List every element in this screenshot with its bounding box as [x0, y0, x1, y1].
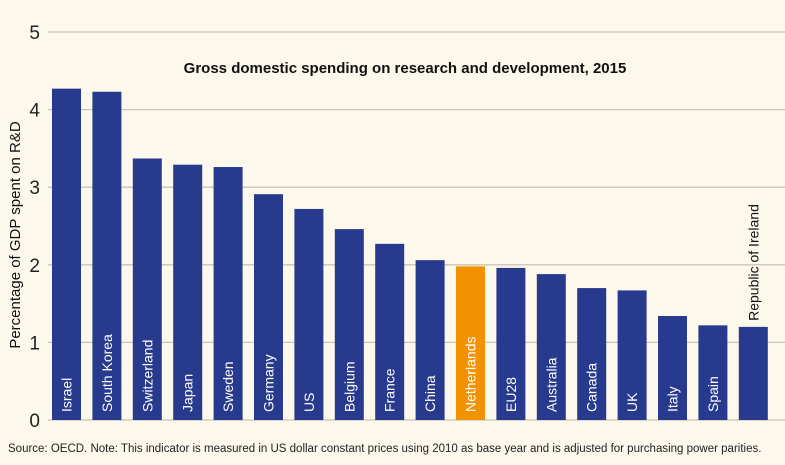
bar [294, 208, 324, 420]
bar-label: Switzerland [139, 340, 155, 412]
bar-label: UK [624, 392, 640, 412]
bar-label: Japan [180, 374, 196, 412]
bar-label: Belgium [341, 361, 357, 412]
y-tick-label: 4 [29, 101, 40, 122]
bar [536, 274, 566, 420]
bar-label: Spain [705, 376, 721, 412]
y-tick-label: 1 [29, 333, 40, 354]
bar [577, 288, 607, 420]
bar-label: Republic of Ireland [745, 204, 761, 321]
bar [456, 266, 485, 420]
bar [698, 325, 728, 420]
y-tick-label: 5 [29, 23, 40, 44]
bar-label: Australia [543, 357, 559, 412]
bar [132, 158, 162, 420]
chart-title: Gross domestic spending on research and … [184, 60, 627, 77]
bar [738, 326, 768, 420]
y-axis-ticks: 0 1 2 3 4 5 [29, 23, 40, 432]
bar [92, 91, 122, 420]
bar-label: South Korea [99, 334, 115, 412]
bar-label: France [382, 368, 398, 412]
bar [415, 260, 445, 420]
bar [213, 167, 243, 420]
bar-label: Canada [584, 363, 600, 412]
bar-label: Italy [665, 386, 681, 412]
y-axis-label: Percentage of GDP spent on R&D [7, 121, 24, 349]
bar [254, 194, 283, 420]
bar-label: Israel [59, 378, 75, 412]
bar-label: China [422, 375, 438, 412]
bar-label: Sweden [220, 361, 236, 412]
y-tick-label: 2 [29, 256, 40, 277]
bar-label: Netherlands [463, 337, 479, 413]
bars: Israel South Korea Switzerland Japan Sweden G… [52, 88, 768, 420]
bar [496, 267, 526, 420]
bar-label: Germany [261, 354, 277, 412]
y-tick-label: 0 [29, 411, 40, 432]
bar [375, 243, 405, 420]
bar [52, 88, 81, 420]
bar-label: US [301, 393, 317, 412]
bar [173, 164, 203, 420]
source-note: Source: OECD. Note: This indicator is me… [8, 443, 761, 455]
bar [658, 316, 687, 420]
bar [617, 290, 647, 420]
bar [334, 229, 364, 420]
bar-label: EU28 [503, 377, 519, 412]
y-tick-label: 3 [29, 178, 40, 199]
